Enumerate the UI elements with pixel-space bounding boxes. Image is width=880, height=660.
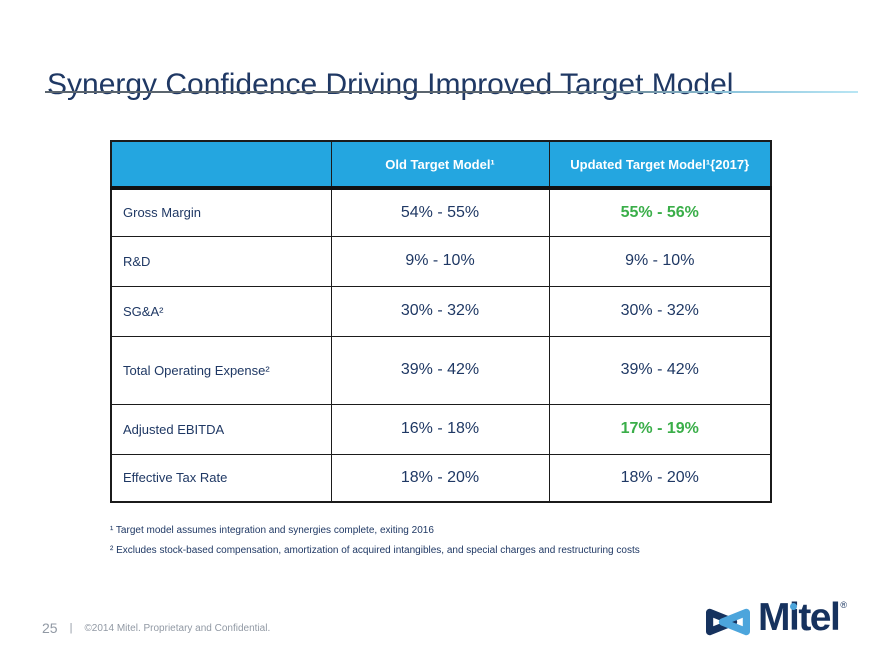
slide-footer: 25 | ©2014 Mitel. Proprietary and Confid… bbox=[42, 620, 270, 636]
mitel-wordmark-wrap: Mitel bbox=[758, 596, 841, 639]
row-label: R&D bbox=[110, 235, 332, 287]
footer-separator: | bbox=[69, 622, 73, 634]
header-empty-cell bbox=[110, 140, 332, 190]
updated-value: 9% - 10% bbox=[548, 235, 772, 287]
old-value: 9% - 10% bbox=[330, 235, 550, 287]
old-value: 18% - 20% bbox=[330, 453, 550, 503]
table-row: R&D 9% - 10% 9% - 10% bbox=[110, 235, 772, 287]
row-label: Total Operating Expense² bbox=[110, 335, 332, 405]
title-underline bbox=[45, 91, 858, 93]
target-model-table: Old Target Model¹ Updated Target Model¹{… bbox=[110, 140, 772, 503]
updated-value: 55% - 56% bbox=[548, 187, 772, 237]
old-value: 54% - 55% bbox=[330, 187, 550, 237]
table-row: Adjusted EBITDA 16% - 18% 17% - 19% bbox=[110, 403, 772, 455]
row-label: Gross Margin bbox=[110, 187, 332, 237]
header-old-target-model: Old Target Model¹ bbox=[330, 140, 550, 190]
copyright-text: ©2014 Mitel. Proprietary and Confidentia… bbox=[84, 622, 271, 634]
header-updated-target-model: Updated Target Model¹{2017} bbox=[548, 140, 772, 190]
page-number: 25 bbox=[42, 620, 58, 636]
table-row: Effective Tax Rate 18% - 20% 18% - 20% bbox=[110, 453, 772, 503]
old-value: 39% - 42% bbox=[330, 335, 550, 405]
old-value: 16% - 18% bbox=[330, 403, 550, 455]
footnote-1: ¹ Target model assumes integration and s… bbox=[110, 525, 434, 536]
wordmark-i-dot bbox=[790, 603, 797, 610]
table-header-row: Old Target Model¹ Updated Target Model¹{… bbox=[110, 140, 772, 190]
mitel-wordmark: Mitel bbox=[758, 596, 841, 639]
old-value: 30% - 32% bbox=[330, 285, 550, 337]
table-row: Total Operating Expense² 39% - 42% 39% -… bbox=[110, 335, 772, 405]
updated-value: 39% - 42% bbox=[548, 335, 772, 405]
footnotes: ¹ Target model assumes integration and s… bbox=[110, 521, 640, 561]
updated-value: 18% - 20% bbox=[548, 453, 772, 503]
table-row: Gross Margin 54% - 55% 55% - 56% bbox=[110, 187, 772, 237]
mitel-logo: Mitel ® bbox=[704, 598, 847, 642]
footnote-2: ² Excludes stock-based compensation, amo… bbox=[110, 545, 640, 556]
page-title: Synergy Confidence Driving Improved Targ… bbox=[47, 68, 734, 102]
table-row: SG&A² 30% - 32% 30% - 32% bbox=[110, 285, 772, 337]
row-label: Adjusted EBITDA bbox=[110, 403, 332, 455]
mitel-bowtie-icon bbox=[706, 608, 750, 636]
row-label: SG&A² bbox=[110, 285, 332, 337]
updated-value: 17% - 19% bbox=[548, 403, 772, 455]
updated-value: 30% - 32% bbox=[548, 285, 772, 337]
row-label: Effective Tax Rate bbox=[110, 453, 332, 503]
registered-trademark-icon: ® bbox=[840, 600, 847, 610]
